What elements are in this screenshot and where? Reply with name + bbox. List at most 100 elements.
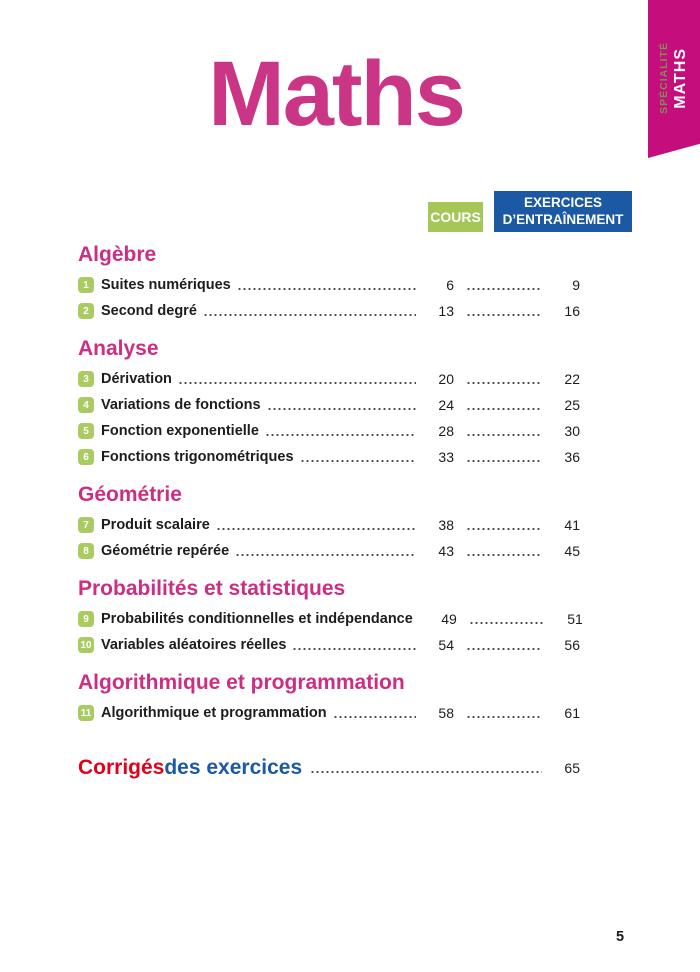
cours-page-number: 38	[438, 517, 454, 533]
chapter-number-badge: 2	[78, 303, 94, 319]
exercices-page-number: 41	[564, 517, 580, 533]
cours-page-number: 13	[438, 303, 454, 319]
chapter-title: Fonction exponentielle	[101, 423, 259, 439]
page-title: Maths	[208, 43, 466, 145]
chapter-title: Algorithmique et programmation	[101, 705, 327, 721]
corriges-label-red: Corrigés	[78, 756, 165, 779]
chapter-number-badge: 3	[78, 371, 94, 387]
cours-page-number: 24	[438, 397, 454, 413]
exercices-column-header-line1: EXERCICES	[523, 194, 603, 210]
cours-page-number: 43	[438, 543, 454, 559]
toc-entry[interactable]: 3 Dérivation 20 22	[78, 366, 580, 392]
section-heading: Analyse	[78, 337, 159, 360]
dotted-leader	[215, 528, 416, 530]
toc-entry[interactable]: 4 Variations de fonctions 24 25	[78, 392, 580, 418]
chapter-title: Dérivation	[101, 371, 172, 387]
exercices-page-number: 25	[564, 397, 580, 413]
dotted-leader	[235, 554, 416, 556]
dotted-leader	[332, 716, 416, 718]
section-analyse: Analyse 3 Dérivation 20 22 4 Variations …	[78, 337, 580, 470]
exercices-column-header-line2: D’ENTRAÎNEMENT	[502, 211, 624, 227]
cours-column-header-label: COURS	[430, 209, 481, 225]
chapter-title: Second degré	[101, 303, 197, 319]
chapter-number-badge: 8	[78, 543, 94, 559]
dotted-leader	[466, 382, 542, 384]
exercices-page-number: 36	[564, 449, 580, 465]
chapter-number-badge: 1	[78, 277, 94, 293]
cours-page-number: 33	[438, 449, 454, 465]
toc-entry[interactable]: 10 Variables aléatoires réelles 54 56	[78, 632, 580, 658]
exercices-page-number: 45	[564, 543, 580, 559]
dotted-leader	[466, 554, 542, 556]
exercices-page-number: 56	[564, 637, 580, 653]
corriges-page-number: 65	[564, 760, 580, 776]
exercices-page-number: 51	[567, 611, 583, 627]
dotted-leader	[266, 408, 416, 410]
corriges-entry[interactable]: Corrigés des exercices 65	[78, 753, 580, 783]
dotted-leader	[466, 314, 542, 316]
dotted-leader	[299, 460, 416, 462]
cours-page-number: 49	[441, 611, 457, 627]
chapter-number-badge: 11	[78, 705, 94, 721]
dotted-leader	[466, 528, 542, 530]
chapter-title: Variations de fonctions	[101, 397, 261, 413]
section-heading: Algorithmique et programmation	[78, 671, 405, 694]
exercices-page-number: 9	[572, 277, 580, 293]
cours-page-number: 6	[446, 277, 454, 293]
section-heading: Géométrie	[78, 483, 182, 506]
page-number: 5	[615, 929, 625, 945]
toc-entry[interactable]: 5 Fonction exponentielle 28 30	[78, 418, 580, 444]
toc-entry[interactable]: 7 Produit scalaire 38 41	[78, 512, 580, 538]
corriges-label-blue: des exercices	[164, 756, 303, 779]
dotted-leader	[202, 314, 416, 316]
dotted-leader	[466, 716, 542, 718]
dotted-leader	[264, 434, 416, 436]
toc-entry[interactable]: 1 Suites numériques 6 9	[78, 272, 580, 298]
toc-entry[interactable]: 11 Algorithmique et programmation 58 61	[78, 700, 580, 726]
dotted-leader	[466, 288, 542, 290]
chapter-number-badge: 10	[78, 637, 94, 653]
dotted-leader	[310, 771, 542, 773]
toc-entry[interactable]: 9 Probabilités conditionnelles et indépe…	[78, 606, 583, 632]
exercices-page-number: 22	[564, 371, 580, 387]
toc-entry[interactable]: 6 Fonctions trigonométriques 33 36	[78, 444, 580, 470]
chapter-title: Géométrie repérée	[101, 543, 230, 559]
chapter-number-badge: 6	[78, 449, 94, 465]
section-geometrie: Géométrie 7 Produit scalaire 38 41 8 Géo…	[78, 483, 580, 564]
exercices-page-number: 30	[564, 423, 580, 439]
cours-page-number: 54	[438, 637, 454, 653]
corner-ribbon: SPÉCIALITÉ MATHS	[648, 0, 700, 158]
dotted-leader	[177, 382, 416, 384]
ribbon-maths-label: MATHS	[672, 47, 689, 109]
cours-column-header: COURS	[428, 202, 483, 232]
section-heading: Algèbre	[78, 243, 157, 266]
section-heading: Probabilités et statistiques	[78, 577, 346, 600]
chapter-title: Probabilités conditionnelles et indépend…	[101, 611, 413, 627]
chapter-number-badge: 9	[78, 611, 94, 627]
cours-page-number: 28	[438, 423, 454, 439]
chapter-title: Variables aléatoires réelles	[101, 637, 287, 653]
dotted-leader	[466, 460, 542, 462]
section-algebre: Algèbre 1 Suites numériques 6 9 2 Second…	[78, 243, 580, 324]
exercices-page-number: 16	[564, 303, 580, 319]
toc-entry[interactable]: 2 Second degré 13 16	[78, 298, 580, 324]
dotted-leader	[466, 648, 542, 650]
cours-page-number: 20	[438, 371, 454, 387]
dotted-leader	[468, 622, 545, 624]
cours-page-number: 58	[438, 705, 454, 721]
dotted-leader	[236, 288, 416, 290]
table-of-contents: Algèbre 1 Suites numériques 6 9 2 Second…	[78, 243, 583, 783]
chapter-title: Fonctions trigonométriques	[101, 449, 294, 465]
chapter-number-badge: 5	[78, 423, 94, 439]
toc-entry[interactable]: 8 Géométrie repérée 43 45	[78, 538, 580, 564]
dotted-leader	[466, 434, 542, 436]
dotted-leader	[292, 648, 416, 650]
chapter-number-badge: 7	[78, 517, 94, 533]
exercices-column-header: EXERCICES D’ENTRAÎNEMENT	[494, 191, 632, 232]
section-algorithmique: Algorithmique et programmation 11 Algori…	[78, 671, 580, 726]
chapter-title: Produit scalaire	[101, 517, 210, 533]
chapter-number-badge: 4	[78, 397, 94, 413]
section-probabilites: Probabilités et statistiques 9 Probabili…	[78, 577, 583, 658]
chapter-title: Suites numériques	[101, 277, 231, 293]
